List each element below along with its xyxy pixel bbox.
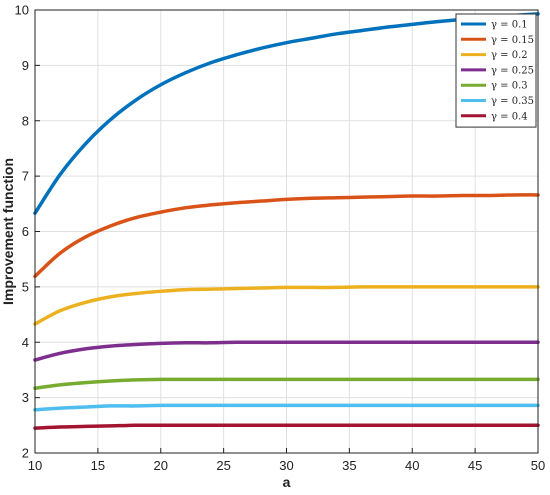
y-tick-label: 10 — [15, 3, 29, 18]
series-lines — [33, 12, 540, 430]
x-tick-label: 40 — [405, 458, 419, 473]
legend-label: γ = 0.15 — [491, 35, 534, 46]
series-line-6 — [33, 403, 540, 412]
x-tick-label: 20 — [154, 458, 168, 473]
series-line-4 — [33, 340, 540, 362]
y-tick-label: 6 — [22, 224, 29, 239]
series-line-5 — [33, 377, 540, 390]
x-axis-ticks: 10 15 20 25 30 35 40 45 50 — [28, 448, 545, 473]
x-tick-label: 10 — [28, 458, 42, 473]
x-tick-label: 45 — [468, 458, 482, 473]
y-axis-label: Improvement function — [0, 158, 16, 305]
series-line-3 — [33, 285, 540, 326]
x-axis-label: a — [283, 474, 291, 490]
legend-label: γ = 0.3 — [491, 81, 528, 92]
x-tick-label: 25 — [216, 458, 230, 473]
x-tick-label: 30 — [279, 458, 293, 473]
series-line-2 — [33, 193, 540, 279]
legend-label: γ = 0.1 — [491, 20, 528, 31]
y-axis-ticks: 2 3 4 5 6 7 8 9 10 — [15, 3, 40, 461]
y-tick-label: 5 — [22, 279, 29, 294]
y-tick-label: 4 — [22, 335, 29, 350]
y-tick-label: 9 — [22, 58, 29, 73]
y-tick-label: 7 — [22, 169, 29, 184]
y-tick-label: 3 — [22, 390, 29, 405]
x-tick-label: 35 — [342, 458, 356, 473]
legend-label: γ = 0.25 — [491, 65, 534, 76]
series-line-1 — [33, 12, 540, 215]
series-line-7 — [33, 423, 540, 430]
legend-label: γ = 0.35 — [491, 96, 534, 107]
legend-label: γ = 0.4 — [491, 111, 528, 122]
y-tick-label: 8 — [22, 113, 29, 128]
legend-label: γ = 0.2 — [491, 50, 528, 61]
legend: γ = 0.1 γ = 0.15 γ = 0.2 γ = 0.25 γ = 0.3 γ =… — [455, 13, 537, 128]
x-tick-label: 15 — [91, 458, 105, 473]
y-tick-label: 2 — [22, 446, 29, 461]
x-tick-label: 50 — [531, 458, 545, 473]
